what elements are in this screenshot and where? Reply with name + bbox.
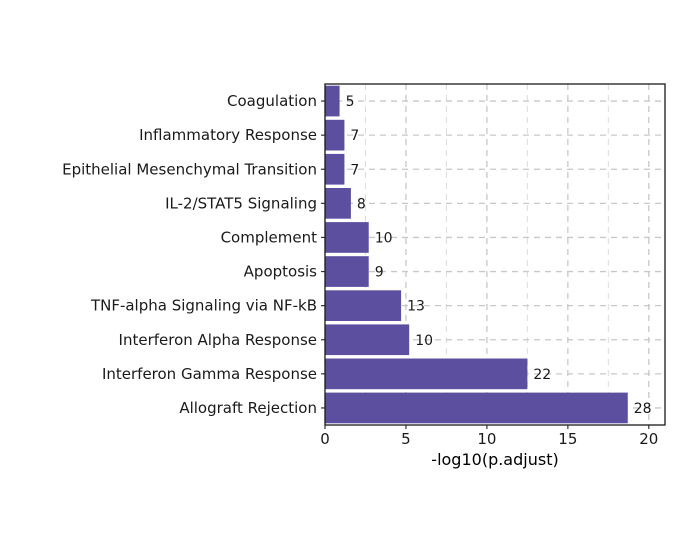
data-labels: 5 7 7 8 10 9 13 10 22 28 [346, 94, 652, 417]
bar-4 [325, 222, 369, 253]
x-tick-label-20: 20 [639, 430, 658, 448]
category-label-3: IL-2/STAT5 Signaling [165, 194, 317, 212]
data-label-3: 8 [357, 196, 366, 212]
category-label-0: Coagulation [227, 92, 317, 110]
category-label-2: Epithelial Mesenchymal Transition [62, 160, 317, 178]
bar-5 [325, 256, 369, 287]
data-label-0: 5 [346, 94, 355, 110]
bar-8 [325, 358, 528, 390]
category-label-4: Complement [221, 228, 318, 246]
x-tick-label-15: 15 [558, 430, 577, 448]
category-label-6: TNF-alpha Signaling via NF-kB [90, 297, 317, 315]
data-label-4: 10 [375, 230, 393, 246]
bar-0 [325, 85, 340, 117]
data-label-1: 7 [350, 128, 359, 144]
x-tick-label-0: 0 [320, 430, 330, 448]
bar-1 [325, 119, 345, 151]
category-label-7: Interferon Alpha Response [119, 331, 317, 349]
bar-2 [325, 153, 345, 185]
category-label-9: Allograft Rejection [179, 399, 317, 417]
plot-panel-border [324, 83, 666, 426]
x-tick-label-10: 10 [477, 430, 496, 448]
data-label-7: 10 [415, 333, 433, 349]
data-label-9: 28 [634, 401, 652, 417]
category-label-8: Interferon Gamma Response [102, 365, 317, 383]
bar-3 [325, 188, 351, 219]
category-label-1: Inflammatory Response [139, 126, 317, 144]
data-label-5: 9 [375, 265, 384, 281]
bar-9 [325, 392, 628, 424]
x-tick-label-5: 5 [401, 430, 411, 448]
bar-7 [325, 324, 410, 356]
x-axis: 0 5 10 15 20 [320, 100, 658, 448]
data-label-8: 22 [533, 367, 551, 383]
category-labels: Coagulation Inflammatory Response Epitheli… [62, 92, 317, 417]
data-label-2: 7 [350, 162, 359, 178]
x-axis-title: -log10(p.adjust) [431, 450, 558, 469]
data-label-6: 13 [407, 299, 425, 315]
category-label-5: Apoptosis [244, 263, 318, 281]
bar-6 [325, 290, 402, 321]
bars [325, 85, 628, 424]
